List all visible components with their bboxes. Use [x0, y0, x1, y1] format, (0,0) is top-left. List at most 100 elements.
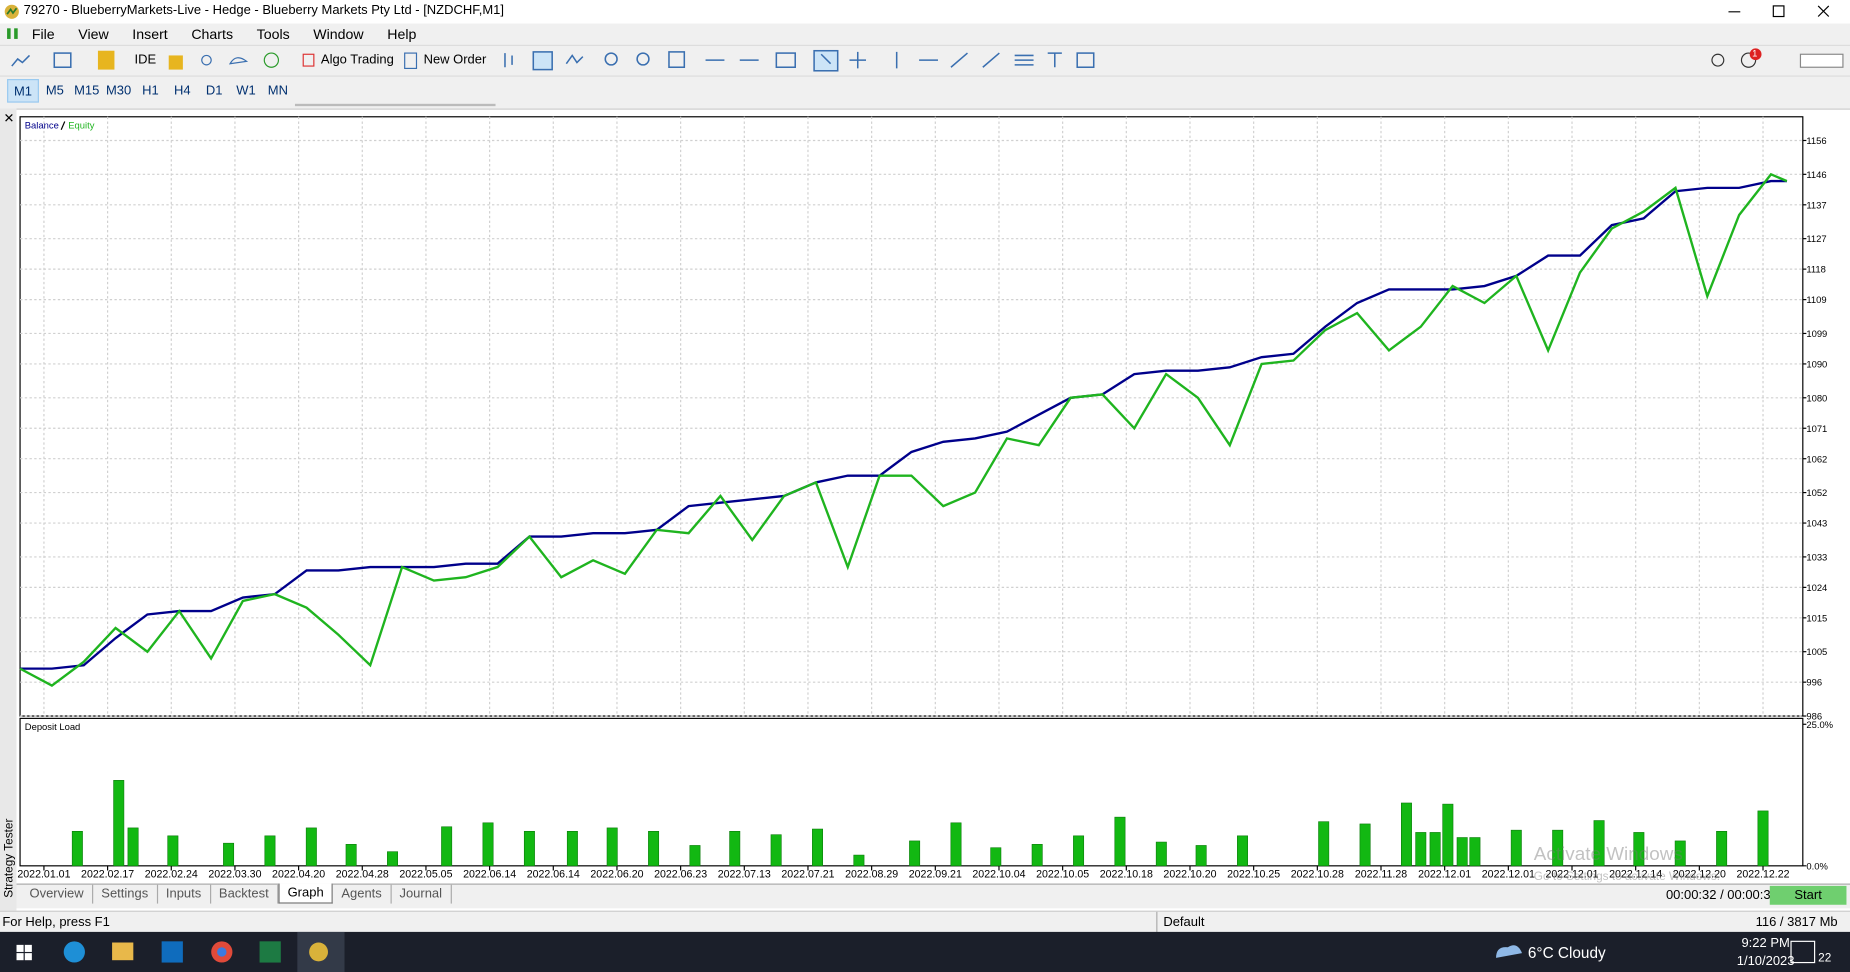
bar [1674, 840, 1686, 867]
start-button[interactable]: Start [1769, 885, 1847, 905]
y-tick-label: 1071 [1806, 423, 1827, 434]
tab[interactable]: Graph [278, 883, 334, 904]
bar [1510, 829, 1522, 867]
bar [1195, 845, 1207, 867]
tabs: Overview Settings Inputs Backtest Graph Agent… [21, 883, 452, 904]
y-tick-label: 986 [1806, 711, 1822, 722]
bar [223, 842, 235, 867]
taskbar: 6°C Cloudy 9:22 PM 1/10/2023 22 [0, 931, 1850, 972]
y-tick-label: 1062 [1806, 453, 1827, 464]
timeframe-button[interactable]: M5 [45, 83, 64, 98]
x-tick-label: 2022.10.05 [1036, 869, 1089, 881]
new-order-button[interactable]: New Order [423, 53, 487, 68]
x-tick-label: 2022.05.05 [399, 869, 452, 881]
y-tick-label: 1005 [1806, 646, 1827, 657]
menu-item[interactable]: View [78, 25, 109, 42]
y-tick-label: 1156 [1806, 135, 1826, 146]
clock-time[interactable]: 9:22 PM [1741, 936, 1790, 951]
bar [1400, 802, 1412, 867]
toolbar: IDE Algo Trading New Order 1 [0, 44, 1850, 77]
bar [523, 830, 535, 867]
clock-date[interactable]: 1/10/2023 [1736, 954, 1795, 969]
x-tick-label: 2022.06.14 [527, 869, 580, 881]
series-line [20, 179, 1787, 670]
x-tick-label: 2022.04.28 [336, 869, 389, 881]
status-memory: 116 / 3817 Mb [1755, 915, 1838, 930]
timeframe-button[interactable]: H4 [173, 83, 191, 98]
bar [387, 851, 398, 867]
timeframe-button[interactable]: W1 [236, 83, 256, 98]
tab[interactable]: Settings [93, 884, 158, 903]
x-tick-label: 2022.07.13 [718, 869, 771, 881]
close-icon[interactable]: ✕ [3, 112, 15, 127]
bar [1429, 832, 1441, 867]
bar [950, 822, 962, 867]
bar [648, 830, 660, 867]
bar [1237, 835, 1248, 867]
ide-button[interactable]: IDE [134, 53, 157, 68]
toolbar-separator [294, 103, 496, 107]
x-tick-label: 2022.01.01 [17, 869, 70, 881]
menu-item[interactable]: Window [313, 25, 364, 42]
timeframe-button[interactable]: MN [267, 83, 288, 98]
timeframe-button[interactable]: D1 [205, 83, 223, 98]
bar [1633, 832, 1645, 867]
x-tick-label: 2022.12.22 [1736, 869, 1789, 881]
status-help: For Help, press F1 [2, 915, 110, 930]
y-tick-label: 1109 [1806, 294, 1826, 305]
x-tick-label: 2022.06.14 [463, 869, 516, 881]
bar [812, 828, 823, 867]
bar [1442, 803, 1454, 867]
y-tick-label: 1118 [1806, 264, 1826, 275]
timeframe-button[interactable]: M1 [7, 79, 39, 103]
bar [345, 844, 357, 867]
tab[interactable]: Inputs [158, 884, 211, 903]
x-tick-label: 2022.12.14 [1609, 869, 1662, 881]
y-tick-label: 996 [1806, 677, 1822, 688]
series-line [19, 172, 1788, 687]
x-tick-label: 2022.12.01 [1482, 869, 1535, 881]
bar [689, 845, 701, 867]
bar [729, 830, 741, 867]
algo-trading-button[interactable]: Algo Trading [320, 53, 394, 68]
timeframe-button[interactable]: M30 [105, 83, 132, 98]
weather[interactable]: 6°C Cloudy [1527, 943, 1606, 962]
taskbar-icons [16, 931, 1816, 972]
menu-item[interactable]: Insert [132, 25, 168, 42]
bar [305, 827, 317, 867]
toolbar-icons [11, 48, 1844, 72]
x-tick-label: 2022.09.21 [909, 869, 962, 881]
menu-icon [7, 28, 18, 39]
y-tick-label: 1043 [1806, 518, 1827, 529]
tab[interactable]: Overview [21, 884, 94, 903]
bar [482, 822, 494, 867]
plot-frame [19, 116, 1804, 717]
x-tick-label: 2022.07.21 [781, 869, 834, 881]
timeframe-button[interactable]: H1 [142, 83, 159, 98]
menu-item[interactable]: Help [387, 25, 417, 42]
title-bar: 79270 - BlueberryMarkets-Live - Hedge - … [0, 0, 1850, 24]
bar [1415, 832, 1427, 867]
timer: 00:00:32 / 00:00:32 [1665, 888, 1778, 903]
tab[interactable]: Backtest [211, 884, 279, 903]
bar [853, 854, 865, 867]
y-tick-label: 1033 [1806, 551, 1827, 562]
tab[interactable]: Journal [391, 884, 452, 903]
notification-count[interactable]: 22 [1818, 951, 1832, 965]
menu-item[interactable]: Tools [256, 25, 290, 42]
menu-item[interactable]: File [31, 25, 55, 42]
x-tick-label: 2022.12.01 [1418, 869, 1471, 881]
window-controls[interactable] [1711, 0, 1850, 24]
y-tick-label: 1099 [1806, 328, 1827, 339]
x-tick-label: 2022.08.29 [845, 869, 898, 881]
bar [606, 827, 618, 867]
x-tick-label: 2022.10.04 [972, 869, 1025, 881]
tab[interactable]: Agents [333, 884, 392, 903]
menu-item[interactable]: Charts [191, 25, 234, 42]
x-tick-label: 2022.12.20 [1673, 869, 1726, 881]
x-tick-label: 2022.06.23 [654, 869, 707, 881]
x-tick-label: 2022.03.30 [208, 869, 261, 881]
timeframe-button[interactable]: M15 [74, 83, 100, 98]
bar [1552, 829, 1564, 867]
x-tick-label: 2022.10.18 [1100, 869, 1153, 881]
